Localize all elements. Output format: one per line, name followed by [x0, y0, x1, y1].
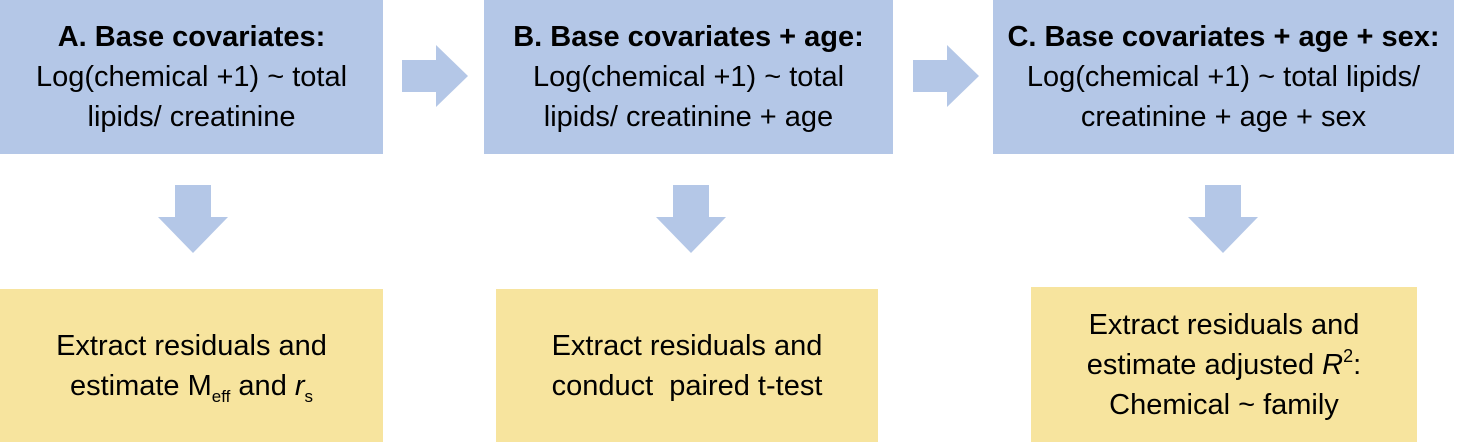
result-a-r-subscript: s	[304, 386, 314, 406]
arrow-down-icon	[1188, 185, 1258, 253]
result-a-r-variable: r	[294, 369, 305, 402]
result-b-line2: conduct paired t-test	[551, 369, 823, 402]
result-c-line2-suffix: :	[1353, 348, 1362, 381]
model-a-title: A. Base covariates:	[57, 21, 326, 53]
result-a-line2: estimate Meff and rs	[56, 366, 327, 406]
result-c-text: Extract residuals and estimate adjusted …	[1087, 305, 1361, 425]
arrow-right-icon	[913, 45, 979, 107]
model-b-title: B. Base covariates + age:	[513, 21, 864, 53]
result-c-r-superscript: 2	[1343, 345, 1354, 366]
arrow-down-icon	[656, 185, 726, 253]
arrow-right-icon	[402, 45, 468, 107]
result-a-meff-subscript: eff	[211, 386, 231, 406]
result-box-c: Extract residuals and estimate adjusted …	[1031, 287, 1417, 442]
result-c-line2: estimate adjusted R2:	[1087, 345, 1361, 385]
result-a-line2-mid: and	[230, 369, 295, 402]
model-c-title: C. Base covariates + age + sex:	[1007, 21, 1440, 53]
result-a-text: Extract residuals and estimate Meff and …	[56, 326, 327, 406]
result-a-line1: Extract residuals and	[56, 329, 327, 362]
arrow-down-icon	[158, 185, 228, 253]
result-c-line2-prefix: estimate adjusted	[1086, 348, 1323, 381]
result-c-line3: Chemical ~ family	[1109, 388, 1339, 421]
result-a-line2-prefix: estimate M	[69, 369, 212, 402]
result-box-b: Extract residuals and conduct paired t-t…	[496, 289, 878, 442]
model-b-formula: Log(chemical +1) ~ total lipids/ creatin…	[532, 61, 845, 133]
model-a-formula: Log(chemical +1) ~ total lipids/ creatin…	[35, 61, 348, 133]
model-box-b: B. Base covariates + age: Log(chemical +…	[484, 0, 893, 154]
result-b-line1: Extract residuals and	[551, 329, 823, 362]
result-box-a: Extract residuals and estimate Meff and …	[0, 289, 383, 442]
model-box-a: A. Base covariates: Log(chemical +1) ~ t…	[0, 0, 383, 154]
result-c-r-variable: R	[1322, 348, 1344, 381]
model-c-formula: Log(chemical +1) ~ total lipids/ creatin…	[1026, 61, 1421, 133]
model-box-c: C. Base covariates + age + sex: Log(chem…	[993, 0, 1454, 154]
result-c-line1: Extract residuals and	[1088, 308, 1360, 341]
result-b-text: Extract residuals and conduct paired t-t…	[552, 326, 823, 406]
